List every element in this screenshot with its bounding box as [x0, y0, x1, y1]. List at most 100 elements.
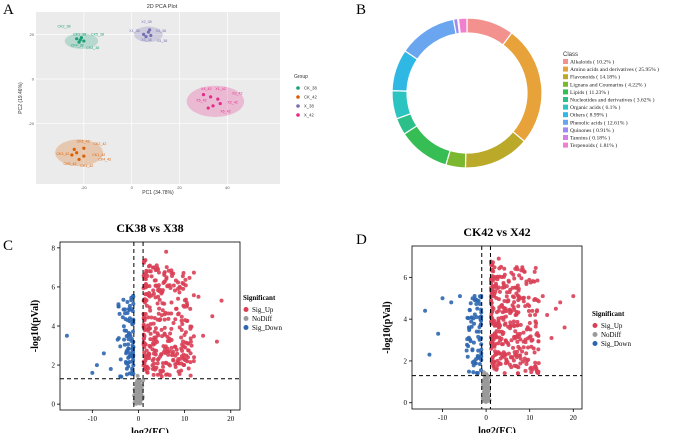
volcano-point-sig-up [533, 312, 538, 317]
volcano-point-sig-up [149, 274, 154, 279]
volcano-point-sig-up [176, 296, 181, 301]
volcano-point-sig-up [183, 277, 188, 282]
volcano-point-sig-up [523, 368, 528, 373]
volcano-point-sig-down [108, 366, 113, 371]
volcano-point-sig-up [150, 265, 155, 270]
volcano-point-sig-up [159, 327, 164, 332]
volcano-point-sig-up [502, 266, 507, 271]
volcano-point-sig-down [457, 294, 462, 299]
volcano-point-sig-up [514, 309, 519, 314]
volcano-point-sig-up [158, 287, 163, 292]
donut-legend-swatch [563, 81, 568, 87]
volcano-point-sig-down [427, 352, 432, 357]
volcano-point-sig-up [513, 266, 518, 271]
pca-legend-title: Group [294, 74, 308, 80]
volcano-point-sig-up [522, 356, 527, 361]
donut-legend-label: Phenolic acids ( 12.61% ) [570, 119, 628, 126]
volcano-point-sig-up [161, 344, 166, 349]
donut-slice [466, 17, 513, 46]
volcano-point-sig-up [145, 323, 150, 328]
volcano-point-sig-up [186, 366, 191, 371]
pca-sample-point [75, 37, 79, 41]
volcano-point-sig-up [489, 314, 494, 319]
volcano-point-sig-up [151, 372, 156, 377]
volcano-point-sig-up [535, 278, 540, 283]
volcano-point-sig-up [166, 362, 171, 367]
donut-legend-label: Quinones ( 0.91% ) [570, 127, 614, 134]
volcano-point-sig-up [520, 265, 525, 270]
volcano-point-sig-up [500, 310, 505, 315]
volcano-point-sig-up [160, 361, 165, 366]
volcano-point-nodiff [137, 379, 142, 384]
volcano-point-sig-up [164, 265, 169, 270]
volcano-legend-swatch [592, 332, 598, 337]
volcano-point-sig-up [180, 280, 185, 285]
volcano-point-sig-up [189, 343, 194, 348]
volcano-x-tick-label: 0 [484, 414, 488, 422]
volcano-point-sig-up [181, 344, 186, 349]
volcano-point-sig-up [168, 286, 173, 291]
volcano-point-sig-up [142, 328, 147, 333]
volcano-point-sig-up [496, 297, 501, 302]
volcano-point-sig-up [156, 311, 161, 316]
volcano-legend-label: Sig_Down [252, 324, 282, 332]
pca-title: 2D PCA Plot [147, 4, 178, 10]
volcano-point-sig-up [153, 283, 158, 288]
volcano-point-sig-up [173, 344, 178, 349]
volcano-point-sig-up [526, 295, 531, 300]
volcano-point-sig-up [530, 337, 535, 342]
volcano-point-sig-up [182, 362, 187, 367]
volcano-point-sig-up [147, 356, 152, 361]
volcano-point-sig-down [123, 359, 128, 364]
volcano-point-sig-down [126, 342, 131, 347]
volcano-point-sig-up [166, 352, 171, 357]
volcano-point-sig-down [477, 361, 482, 366]
volcano-point-sig-up [533, 265, 538, 270]
volcano-point-nodiff [486, 398, 491, 403]
pca-sample-label: X4_42 [201, 87, 211, 91]
volcano-point-sig-up [183, 283, 188, 288]
volcano-point-sig-down [473, 361, 478, 366]
pca-legend-label: X_42 [304, 113, 314, 118]
volcano-point-sig-up [178, 356, 183, 361]
volcano-point-sig-down [101, 351, 106, 356]
volcano-point-sig-down [131, 301, 136, 306]
donut-legend-swatch [563, 127, 568, 133]
volcano-point-sig-down [126, 364, 131, 369]
volcano-point-sig-up [144, 364, 149, 369]
volcano-point-sig-up [493, 289, 498, 294]
volcano-point-sig-down [126, 333, 131, 338]
volcano-point-sig-up [166, 316, 171, 321]
volcano-point-sig-up [182, 357, 187, 362]
volcano-point-sig-up [141, 336, 146, 341]
volcano-point-sig-up [489, 321, 494, 326]
pca-sample-point [82, 154, 86, 158]
volcano-point-sig-up [210, 314, 215, 319]
volcano-point-sig-up [525, 336, 530, 341]
volcano-point-sig-up [184, 353, 189, 358]
volcano-point-sig-up [512, 300, 517, 305]
panel-label-a: A [3, 2, 14, 18]
volcano-point-sig-up [571, 294, 576, 299]
volcano-point-sig-up [545, 312, 550, 317]
volcano-point-sig-up [517, 346, 522, 351]
volcano-point-sig-down [464, 348, 469, 353]
volcano-point-sig-up [515, 323, 520, 328]
pca-x-tick-label: 40 [225, 185, 230, 190]
volcano-legend-title: Significant [592, 310, 625, 318]
volcano-point-sig-up [521, 299, 526, 304]
volcano-point-sig-up [154, 267, 159, 272]
panel-label-d: D [356, 232, 367, 248]
volcano-point-sig-up [151, 351, 156, 356]
volcano-point-sig-up [518, 337, 523, 342]
volcano-point-sig-down [466, 369, 471, 374]
volcano-point-sig-up [513, 312, 518, 317]
volcano-point-sig-down [127, 316, 132, 321]
volcano-point-sig-up [173, 364, 178, 369]
volcano-title: CK38 vs X38 [116, 221, 183, 235]
donut-slice [404, 18, 457, 61]
donut-slice [391, 90, 412, 120]
volcano-point-sig-up [154, 348, 159, 353]
volcano-point-sig-down [472, 321, 477, 326]
